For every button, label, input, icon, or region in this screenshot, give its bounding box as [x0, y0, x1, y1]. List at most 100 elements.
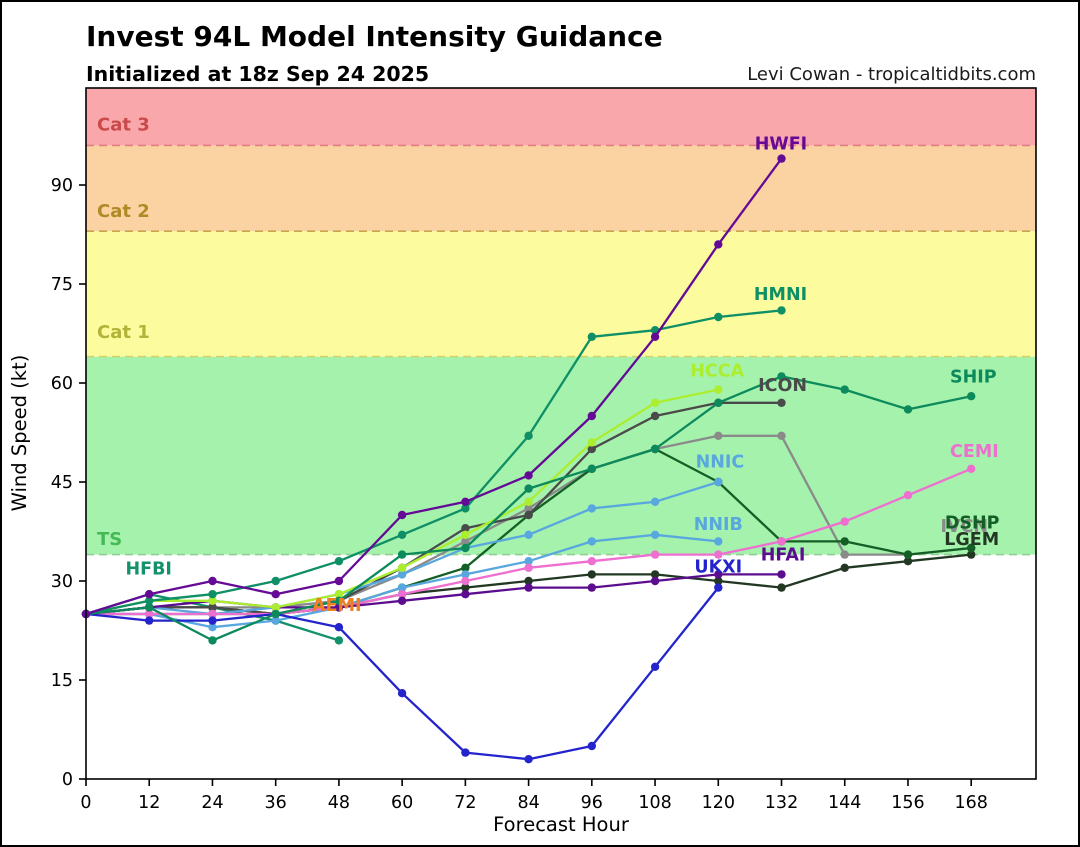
data-point-IVCN	[461, 537, 470, 546]
data-point-HWFI	[461, 497, 470, 506]
data-point-LGEM	[967, 550, 976, 559]
model-series-lines	[81, 154, 976, 764]
series-label-NNIB: NNIB	[694, 515, 743, 535]
series-line-HWFI	[84, 157, 783, 616]
axes-ticks: 0 12 24 36 48 60 72 84 96 108 120 132 144 156 168 0 15 30…	[51, 176, 988, 813]
category-band-labels: TS Cat 1 Cat 2 Cat 3	[97, 114, 150, 549]
data-point-NNIC	[714, 477, 723, 487]
series-label-SHIP: SHIP	[950, 367, 997, 387]
data-point-HMNI	[397, 530, 407, 539]
series-line-HMNI	[84, 309, 783, 616]
x-tick-label-72: 72	[454, 793, 476, 813]
series-label-NNIC: NNIC	[696, 453, 745, 473]
data-point-HFAI	[777, 570, 786, 579]
data-point-HWFI	[334, 576, 344, 586]
series-markers-HMNI	[81, 306, 786, 619]
data-point-HMNI	[587, 332, 596, 341]
data-point-DSHP	[461, 563, 470, 572]
data-point-SHIP	[271, 609, 280, 619]
data-point-HFAI	[524, 583, 533, 592]
category-bands	[86, 88, 1036, 555]
y-tick-label-75: 75	[51, 275, 73, 295]
data-point-NNIC	[524, 530, 533, 539]
data-point-LGEM	[650, 570, 660, 579]
data-point-HMNI	[524, 431, 533, 440]
data-point-UKXI	[524, 755, 533, 764]
data-point-HFBI	[334, 636, 344, 645]
data-point-DSHP	[840, 537, 849, 546]
data-point-NNIC	[587, 504, 596, 513]
series-label-HCCA: HCCA	[690, 362, 744, 382]
series-label-CEMI: CEMI	[950, 442, 999, 462]
data-point-UKXI	[145, 616, 154, 625]
series-line-ICON	[84, 401, 783, 616]
data-point-ICON	[524, 510, 533, 520]
band-cat-2	[86, 145, 1036, 232]
data-point-UKXI	[714, 583, 723, 592]
data-point-UKXI	[650, 662, 660, 671]
series-label-ICON: ICON	[758, 376, 807, 396]
data-point-SHIP	[777, 372, 786, 381]
data-point-CEMI	[840, 517, 849, 526]
series-label-IVCN: IVCN	[941, 517, 989, 537]
data-point-NNIC	[397, 570, 407, 579]
data-point-SHIP	[714, 398, 723, 407]
data-point-HWFI	[208, 576, 217, 586]
category-boundary-lines	[86, 144, 1036, 556]
data-point-HFAI	[587, 583, 596, 592]
y-tick-label-15: 15	[51, 671, 73, 691]
page-title: Invest 94L Model Intensity Guidance	[86, 20, 663, 53]
x-tick-label-60: 60	[391, 793, 413, 813]
data-point-CEMI	[587, 557, 596, 566]
series-label-HWFI: HWFI	[755, 134, 807, 154]
band-cat-3	[86, 88, 1036, 146]
data-point-CEMI	[397, 590, 407, 599]
data-point-HMNI	[714, 312, 723, 322]
series-label-AEMI: AEMI	[312, 596, 361, 616]
x-tick-label-168: 168	[954, 793, 987, 813]
data-point-CEMI	[777, 537, 786, 546]
data-point-IVCN	[524, 504, 533, 513]
data-point-CEMI	[145, 609, 154, 619]
data-point-LGEM	[587, 570, 596, 579]
data-point-LGEM	[461, 583, 470, 592]
data-point-UKXI	[208, 616, 217, 625]
data-point-NNIB	[650, 530, 660, 539]
data-point-HMNI	[208, 590, 217, 599]
data-point-SHIP	[397, 550, 407, 559]
x-tick-label-48: 48	[328, 793, 350, 813]
data-point-HCCA	[524, 497, 533, 506]
data-point-HFAI	[650, 576, 660, 586]
x-tick-label-96: 96	[581, 793, 603, 813]
data-point-SHIP	[334, 596, 344, 605]
data-point-CEMI	[967, 464, 976, 473]
series-label-HFAI: HFAI	[761, 546, 806, 566]
data-point-ICON	[587, 444, 596, 454]
data-point-HWFI	[145, 590, 154, 599]
data-point-IVCN	[777, 431, 786, 440]
data-point-SHIP	[967, 392, 976, 401]
band-cat-1	[86, 231, 1036, 357]
band-label-cat-2: Cat 2	[97, 201, 150, 222]
data-point-HCCA	[650, 398, 660, 407]
series-label-UKXI: UKXI	[694, 558, 742, 578]
data-point-SHIP	[903, 405, 913, 414]
data-point-HWFI	[587, 411, 596, 421]
series-label-HFBI: HFBI	[125, 560, 171, 580]
data-point-NNIC	[650, 497, 660, 506]
data-point-HMNI	[334, 557, 344, 566]
data-point-HWFI	[650, 332, 660, 341]
y-tick-label-45: 45	[51, 473, 73, 493]
data-point-CEMI	[714, 550, 723, 559]
data-point-HWFI	[714, 240, 723, 249]
data-point-CEMI	[650, 550, 660, 559]
data-point-SHIP	[587, 464, 596, 473]
data-point-UKXI	[587, 741, 596, 751]
data-point-HCCA	[271, 603, 280, 612]
data-point-HCCA	[714, 385, 723, 394]
data-point-HCCA	[397, 563, 407, 572]
data-point-IVCN	[840, 550, 849, 559]
data-point-SHIP	[208, 636, 217, 645]
